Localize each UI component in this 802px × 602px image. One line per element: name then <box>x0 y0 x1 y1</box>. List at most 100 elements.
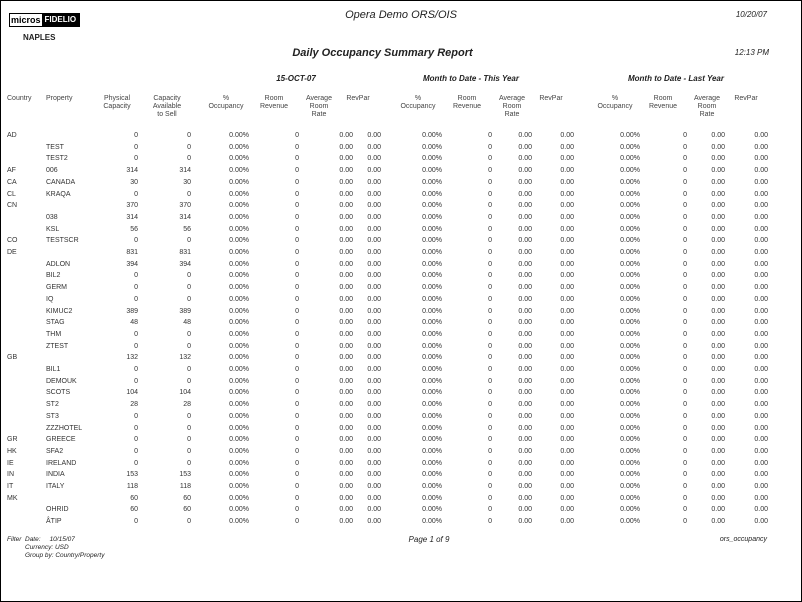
cell-country: GR <box>7 436 18 444</box>
cell-property: OHRID <box>46 506 69 514</box>
filter-currency: Currency: USD <box>25 544 69 551</box>
cell-avg-room-rate: 0.00 <box>339 342 353 350</box>
cell-physical-capacity: 0 <box>134 330 138 338</box>
cell-country: AD <box>7 132 17 139</box>
cell-ly-avg-room-rate: 0.00 <box>711 412 725 420</box>
cell-ly-avg-room-rate: 0.00 <box>711 202 725 210</box>
cell-revpar: 0.00 <box>367 178 381 186</box>
cell-mtd-occupancy: 0.00% <box>422 412 442 420</box>
cell-mtd-avg-room-rate: 0.00 <box>518 260 532 268</box>
cell-capacity-available: 0 <box>187 366 191 373</box>
cell-avg-room-rate: 0.00 <box>339 167 353 175</box>
cell-ly-revpar: 0.00 <box>754 190 768 198</box>
column-header-available: Capacity Available to Sell <box>152 95 182 118</box>
cell-ly-revpar: 0.00 <box>754 237 768 245</box>
cell-revpar: 0.00 <box>367 471 381 479</box>
cell-mtd-avg-room-rate: 0.00 <box>518 132 532 139</box>
cell-ly-occupancy: 0.00% <box>620 155 640 163</box>
cell-property: BIL1 <box>46 366 61 373</box>
cell-avg-room-rate: 0.00 <box>339 412 353 420</box>
cell-property: TEST <box>46 143 64 151</box>
cell-mtd-revpar: 0.00 <box>560 190 574 198</box>
cell-capacity-available: 132 <box>179 354 191 362</box>
page-number: Page 1 of 9 <box>408 535 450 544</box>
cell-ly-avg-room-rate: 0.00 <box>711 190 725 198</box>
cell-capacity-available: 0 <box>187 237 191 245</box>
cell-mtd-room-revenue: 0 <box>488 436 492 444</box>
cell-physical-capacity: 370 <box>126 202 138 210</box>
cell-physical-capacity: 0 <box>134 190 138 198</box>
cell-capacity-available: 0 <box>187 190 191 198</box>
cell-ly-room-revenue: 0 <box>683 330 687 338</box>
cell-mtd-avg-room-rate: 0.00 <box>518 354 532 362</box>
cell-mtd-occupancy: 0.00% <box>422 377 442 385</box>
cell-avg-room-rate: 0.00 <box>339 389 353 397</box>
cell-mtd-room-revenue: 0 <box>488 132 492 139</box>
cell-property: KIMUC2 <box>46 307 73 315</box>
cell-mtd-room-revenue: 0 <box>488 389 492 397</box>
cell-mtd-revpar: 0.00 <box>560 272 574 280</box>
cell-ly-avg-room-rate: 0.00 <box>711 213 725 221</box>
cell-mtd-room-revenue: 0 <box>488 213 492 221</box>
cell-property: ZZZHOTEL <box>46 424 83 432</box>
cell-country: HK <box>7 447 17 455</box>
cell-property: ÂTIP <box>46 518 62 526</box>
cell-country: CO <box>7 237 18 245</box>
cell-room-revenue: 0 <box>295 167 299 175</box>
cell-ly-avg-room-rate: 0.00 <box>711 483 725 490</box>
cell-revpar: 0.00 <box>367 132 381 139</box>
cell-ly-room-revenue: 0 <box>683 295 687 303</box>
cell-ly-avg-room-rate: 0.00 <box>711 272 725 280</box>
cell-physical-capacity: 56 <box>130 225 138 233</box>
cell-property: KSL <box>46 225 60 233</box>
cell-ly-avg-room-rate: 0.00 <box>711 506 725 514</box>
cell-mtd-revpar: 0.00 <box>560 342 574 350</box>
cell-country: IT <box>7 483 14 490</box>
cell-occupancy: 0.00% <box>229 330 249 338</box>
cell-occupancy: 0.00% <box>229 295 249 303</box>
group-mtd-last-year: Month to Date - Last Year <box>627 74 724 83</box>
cell-occupancy: 0.00% <box>229 178 249 186</box>
cell-ly-occupancy: 0.00% <box>620 143 640 151</box>
cell-ly-revpar: 0.00 <box>754 424 768 432</box>
cell-avg-room-rate: 0.00 <box>339 225 353 233</box>
cell-mtd-revpar: 0.00 <box>560 389 574 397</box>
cell-ly-room-revenue: 0 <box>683 389 687 397</box>
cell-mtd-room-revenue: 0 <box>488 260 492 268</box>
cell-property: GREECE <box>46 436 76 444</box>
cell-ly-room-revenue: 0 <box>683 260 687 268</box>
cell-mtd-occupancy: 0.00% <box>422 237 442 245</box>
cell-ly-room-revenue: 0 <box>683 518 687 526</box>
cell-ly-occupancy: 0.00% <box>620 366 640 373</box>
cell-avg-room-rate: 0.00 <box>339 295 353 303</box>
cell-room-revenue: 0 <box>295 307 299 315</box>
cell-room-revenue: 0 <box>295 132 299 139</box>
cell-capacity-available: 314 <box>179 213 191 221</box>
cell-occupancy: 0.00% <box>229 518 249 526</box>
cell-occupancy: 0.00% <box>229 459 249 467</box>
cell-mtd-room-revenue: 0 <box>488 284 492 292</box>
cell-revpar: 0.00 <box>367 494 381 502</box>
cell-occupancy: 0.00% <box>229 412 249 420</box>
cell-ly-revpar: 0.00 <box>754 471 768 479</box>
cell-ly-occupancy: 0.00% <box>620 436 640 444</box>
cell-ly-occupancy: 0.00% <box>620 424 640 432</box>
cell-mtd-room-revenue: 0 <box>488 202 492 210</box>
column-header-revpar: RevPar <box>734 95 758 102</box>
cell-mtd-revpar: 0.00 <box>560 178 574 186</box>
cell-occupancy: 0.00% <box>229 167 249 175</box>
cell-mtd-occupancy: 0.00% <box>422 155 442 163</box>
cell-capacity-available: 0 <box>187 143 191 151</box>
cell-ly-occupancy: 0.00% <box>620 412 640 420</box>
cell-ly-revpar: 0.00 <box>754 494 768 502</box>
cell-mtd-revpar: 0.00 <box>560 459 574 467</box>
cell-property: SCOTS <box>46 389 71 397</box>
filter-details: Date: 10/15/07 Currency: USD Group by: C… <box>25 536 104 560</box>
cell-avg-room-rate: 0.00 <box>339 260 353 268</box>
cell-ly-room-revenue: 0 <box>683 319 687 327</box>
cell-ly-occupancy: 0.00% <box>620 447 640 455</box>
cell-occupancy: 0.00% <box>229 225 249 233</box>
cell-room-revenue: 0 <box>295 330 299 338</box>
cell-ly-room-revenue: 0 <box>683 471 687 479</box>
cell-revpar: 0.00 <box>367 483 381 490</box>
